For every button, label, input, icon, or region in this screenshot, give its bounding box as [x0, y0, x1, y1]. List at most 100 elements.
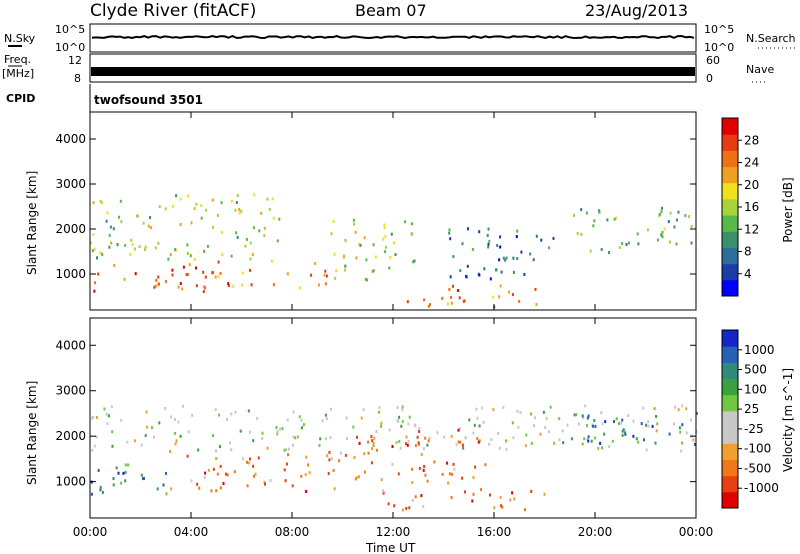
velocity-cell [561, 429, 564, 433]
velocity-cell [281, 427, 284, 431]
power-cell [661, 206, 663, 210]
velocity-cell [218, 445, 221, 449]
power-cell [511, 293, 514, 297]
velocity-cell [478, 424, 481, 428]
time-axis: 00:00 04:00 08:00 12:00 16:00 20:00 00:00 [73, 525, 714, 539]
power-cell [219, 271, 222, 275]
velocity-cell [291, 484, 294, 488]
velocity-cell [398, 415, 401, 419]
velocity-cell [489, 493, 491, 497]
time-tick-label: 12:00 [376, 525, 411, 539]
power-cell [505, 256, 508, 260]
power-ytick-label: 2000 [55, 222, 86, 236]
power-cell [157, 241, 160, 245]
velocity-cell [457, 440, 460, 444]
velocity-cell [144, 434, 147, 438]
velocity-cell [395, 441, 398, 445]
nave-label: Nave [746, 63, 774, 76]
velocity-cell [212, 434, 214, 437]
power-cell [675, 218, 678, 222]
velocity-cell [219, 486, 222, 490]
velocity-cell [484, 463, 487, 467]
velocity-cell [372, 444, 375, 447]
velocity-cell [324, 413, 327, 417]
velocity-cell [214, 408, 217, 412]
power-cell [323, 273, 326, 277]
power-cell [548, 246, 551, 250]
power-cell [352, 218, 355, 222]
power-cell [675, 242, 678, 246]
power-cell [182, 265, 185, 269]
power-cell [164, 207, 167, 211]
velocity-cell [681, 404, 684, 408]
power-cell [372, 269, 375, 273]
power-cell [202, 290, 205, 294]
power-cell [238, 211, 241, 215]
velocity-cell [492, 408, 495, 412]
velocity-cell [284, 479, 287, 483]
velocity-cell [459, 440, 462, 444]
power-cell [390, 232, 393, 236]
power-cell [134, 272, 137, 276]
velocity-cell [505, 439, 508, 443]
velocity-cell [627, 414, 630, 417]
colorbar-swatch [722, 394, 738, 412]
time-tick-label: 00:00 [73, 525, 108, 539]
velocity-cell [97, 468, 100, 472]
power-cell [186, 243, 189, 247]
velocity-cell [388, 428, 391, 432]
power-cell [227, 282, 230, 286]
power-panel: 1000 2000 3000 4000 [55, 111, 697, 311]
power-cell [138, 245, 141, 249]
velocity-cell [530, 441, 533, 445]
noise-left-label: N.Sky [4, 32, 36, 45]
velocity-cell [594, 424, 597, 428]
power-cell [200, 204, 203, 208]
power-cell [155, 284, 158, 288]
power-cell [580, 208, 583, 212]
velocity-cell [261, 431, 264, 435]
velocity-cell [586, 416, 589, 420]
velocity-cell [618, 421, 620, 425]
velocity-cell [414, 444, 417, 448]
velocity-cell [411, 467, 414, 471]
power-cell [383, 223, 386, 227]
power-cell [216, 213, 219, 217]
power-cell [403, 220, 406, 224]
velocity-cell [355, 476, 358, 480]
velocity-cell [264, 482, 266, 486]
velocity-cell [500, 504, 503, 508]
noise-left-tick-bottom: 10^0 [55, 41, 85, 54]
velocity-cell [476, 437, 479, 441]
velocity-cell [367, 451, 370, 455]
velocity-cell [346, 437, 349, 440]
power-cell [690, 241, 693, 245]
power-cell [217, 275, 220, 279]
power-cell [487, 245, 490, 249]
velocity-cell [645, 423, 647, 427]
power-cell [93, 289, 96, 293]
power-cell [187, 194, 190, 198]
velocity-cell [307, 463, 310, 467]
velocity-cell [169, 450, 171, 454]
velocity-cell [382, 491, 385, 495]
velocity-cell [318, 444, 321, 447]
velocity-cell [420, 494, 423, 498]
velocity-cell [246, 460, 248, 464]
velocity-cell [530, 489, 533, 493]
power-cell [149, 216, 151, 220]
velocity-cell [305, 455, 308, 459]
velocity-cell [478, 439, 481, 443]
velocity-cell [252, 464, 255, 468]
velocity-cell [677, 408, 680, 412]
power-cell [613, 217, 616, 221]
velocity-cell [162, 483, 165, 487]
velocity-cell [378, 406, 381, 410]
colorbar-tick-label: 8 [744, 245, 752, 259]
velocity-cell [215, 457, 218, 460]
velocity-cell [590, 439, 593, 443]
power-cell [448, 288, 451, 291]
station-title: Clyde River (fitACF) [90, 1, 256, 21]
power-cell [109, 225, 112, 229]
velocity-cell [294, 436, 297, 440]
